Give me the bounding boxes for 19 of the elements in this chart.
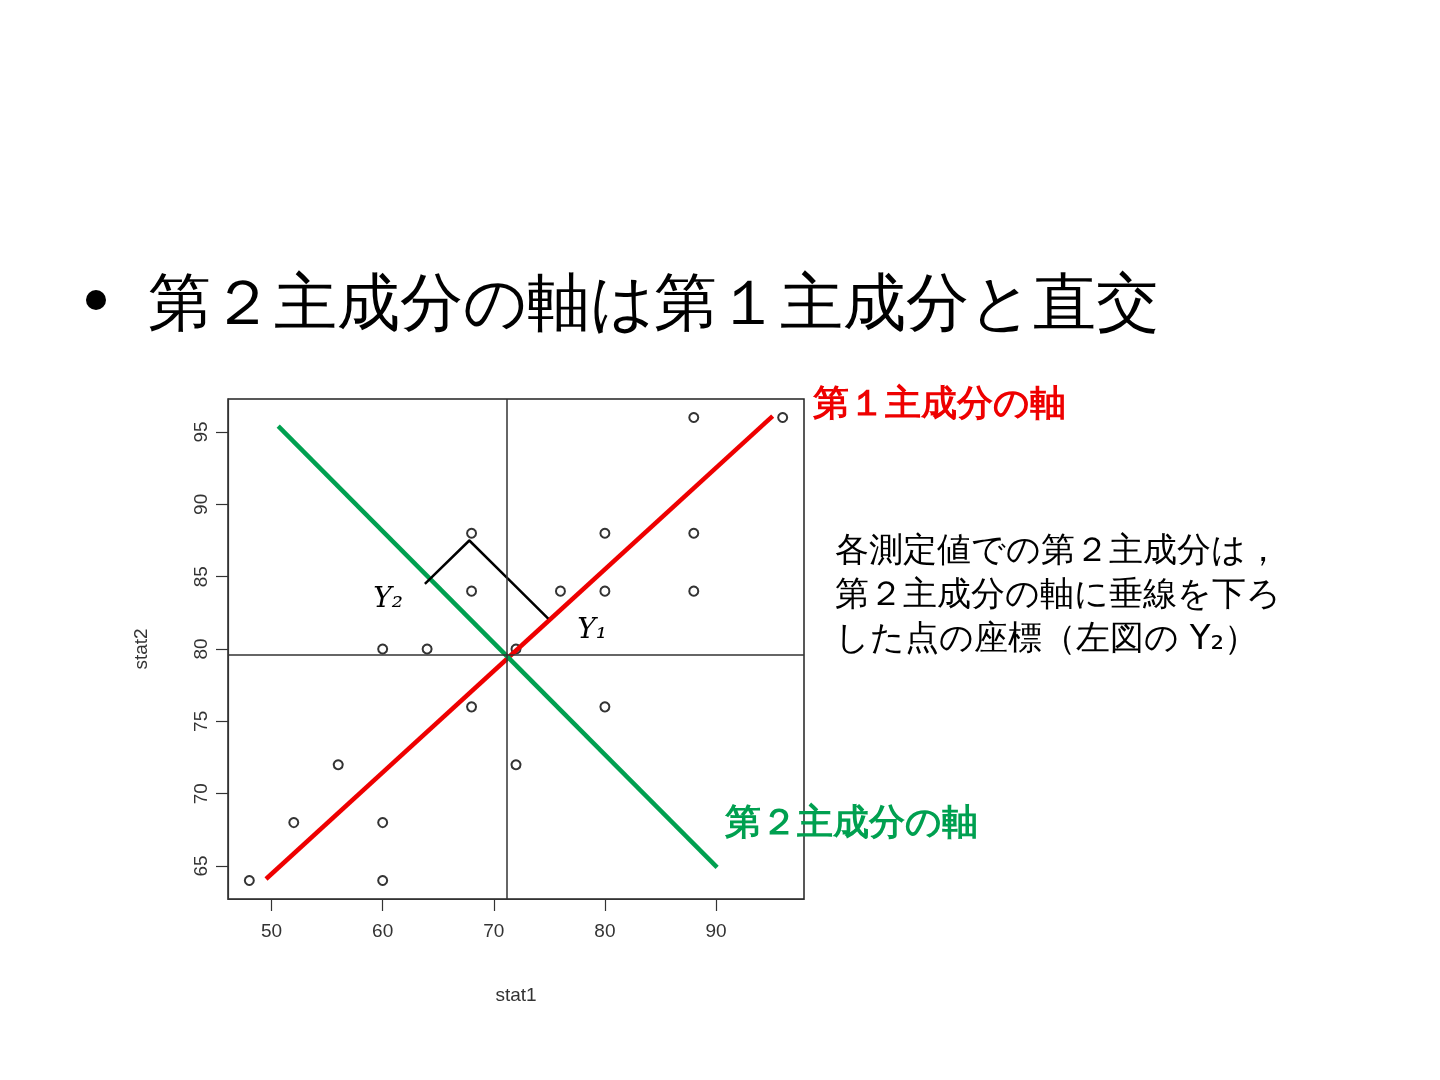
y-tick-label: 90 bbox=[190, 493, 211, 515]
series-label: 第１主成分の軸 bbox=[811, 381, 1066, 423]
y-axis-title: stat2 bbox=[130, 628, 151, 670]
x-tick-label: 70 bbox=[483, 920, 505, 941]
x-tick-label: 60 bbox=[372, 920, 394, 941]
chart-title: 第２主成分の軸は第１主成分と直交 bbox=[148, 266, 1159, 339]
x-tick-label: 50 bbox=[260, 920, 283, 941]
annotation: Y₁ bbox=[577, 611, 607, 645]
text: 各測定値での第２主成分は，第２主成分の軸に垂線を下ろした点の座標（左図の Y₂） bbox=[835, 529, 1281, 657]
y-tick-label: 65 bbox=[190, 855, 211, 877]
y-tick-label: 85 bbox=[190, 566, 211, 588]
y-tick-label: 75 bbox=[190, 710, 211, 732]
x-axis-title: stat1 bbox=[495, 984, 537, 1005]
y-tick-label: 95 bbox=[190, 421, 211, 443]
x-tick-label: 90 bbox=[705, 920, 727, 941]
annotation: Y₂ bbox=[373, 580, 403, 614]
y-tick-label: 80 bbox=[190, 638, 211, 660]
x-tick-label: 80 bbox=[594, 920, 616, 941]
y-tick-label: 70 bbox=[190, 783, 211, 805]
